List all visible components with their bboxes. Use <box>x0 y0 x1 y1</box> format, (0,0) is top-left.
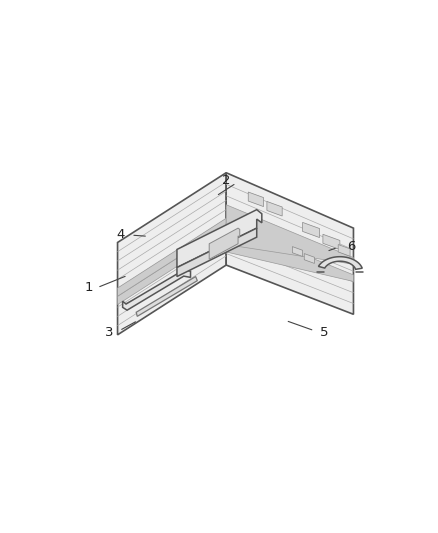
Polygon shape <box>177 228 257 277</box>
Polygon shape <box>338 245 350 256</box>
Text: 3: 3 <box>105 326 113 340</box>
Text: 4: 4 <box>117 228 125 241</box>
Polygon shape <box>304 254 314 263</box>
Polygon shape <box>303 222 320 238</box>
Polygon shape <box>117 227 226 304</box>
Polygon shape <box>226 173 353 314</box>
Polygon shape <box>323 235 340 249</box>
Text: 6: 6 <box>348 240 356 253</box>
Polygon shape <box>226 223 353 281</box>
Text: 5: 5 <box>320 326 329 340</box>
Polygon shape <box>117 219 226 296</box>
Polygon shape <box>267 201 282 216</box>
Polygon shape <box>209 228 240 260</box>
Polygon shape <box>117 173 226 335</box>
Text: 1: 1 <box>85 281 93 294</box>
Polygon shape <box>248 192 264 207</box>
Polygon shape <box>136 277 197 317</box>
Text: 2: 2 <box>222 174 230 188</box>
Polygon shape <box>123 270 191 310</box>
Polygon shape <box>177 209 262 268</box>
Polygon shape <box>226 205 353 264</box>
Polygon shape <box>293 247 303 256</box>
Polygon shape <box>318 257 362 269</box>
